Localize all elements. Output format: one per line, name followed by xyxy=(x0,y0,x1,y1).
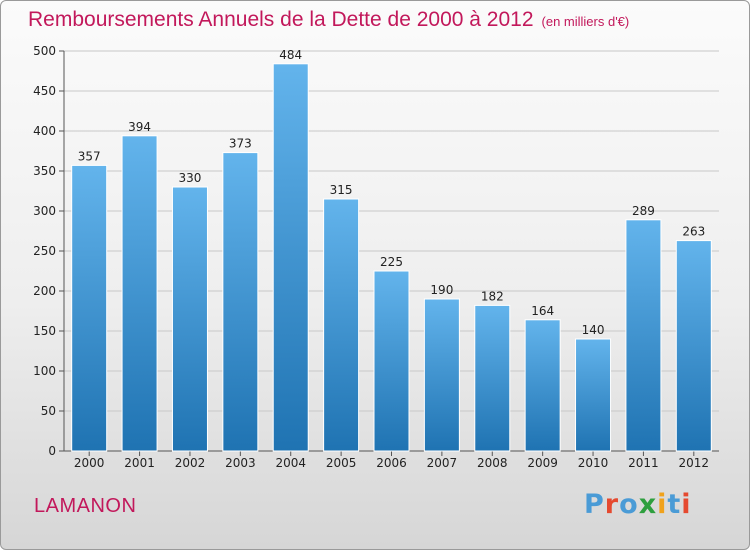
y-tick-label: 150 xyxy=(33,324,56,338)
y-tick-label: 250 xyxy=(33,244,56,258)
x-tick-label-2002: 2002 xyxy=(175,456,206,470)
bar-2002 xyxy=(171,186,208,452)
bar-2005 xyxy=(323,198,360,452)
data-label-2008: 182 xyxy=(481,289,504,303)
data-label-2012: 263 xyxy=(682,225,705,239)
proxiti-logo: Proxiti xyxy=(584,489,692,520)
bar-2004 xyxy=(272,63,309,452)
x-tick-label-2010: 2010 xyxy=(578,456,609,470)
x-tick-label-2007: 2007 xyxy=(427,456,458,470)
x-tick-label-2000: 2000 xyxy=(74,456,105,470)
bar-2009 xyxy=(524,319,561,452)
x-tick-label-2003: 2003 xyxy=(225,456,256,470)
logo-letter: i xyxy=(681,489,692,520)
data-label-2010: 140 xyxy=(582,323,605,337)
data-label-2000: 357 xyxy=(78,149,101,163)
data-label-2006: 225 xyxy=(380,255,403,269)
logo-letter: x xyxy=(638,489,658,520)
y-tick-label: 500 xyxy=(33,44,56,58)
y-tick-label: 100 xyxy=(33,364,56,378)
x-tick-label-2001: 2001 xyxy=(124,456,155,470)
y-tick-label: 300 xyxy=(33,204,56,218)
logo-letter: P xyxy=(584,489,605,520)
data-label-2001: 394 xyxy=(128,120,151,134)
x-tick-label-2008: 2008 xyxy=(477,456,508,470)
x-tick-label-2012: 2012 xyxy=(679,456,710,470)
data-label-2009: 164 xyxy=(531,304,554,318)
x-tick-label-2011: 2011 xyxy=(628,456,659,470)
x-tick-label-2005: 2005 xyxy=(326,456,357,470)
y-tick-label: 450 xyxy=(33,84,56,98)
bar-2003 xyxy=(222,152,259,452)
logo-letter: i xyxy=(657,489,668,520)
bar-2006 xyxy=(373,270,410,452)
bars xyxy=(71,63,712,452)
data-label-2011: 289 xyxy=(632,204,655,218)
logo-letter: t xyxy=(667,489,682,520)
labels: 0 50 100 150 200 250 300 350 400 450 500 357 2000 394… xyxy=(33,44,709,470)
bar-2008 xyxy=(474,304,511,452)
y-tick-label: 400 xyxy=(33,124,56,138)
bar-2007 xyxy=(423,298,460,452)
chart-subtitle: (en milliers d'€) xyxy=(541,14,630,29)
x-tick-label-2004: 2004 xyxy=(275,456,306,470)
bar-2010 xyxy=(575,338,612,452)
chart-title-text: Remboursements Annuels de la Dette de 20… xyxy=(28,8,534,31)
bar-2000 xyxy=(71,164,108,452)
y-tick-label: 200 xyxy=(33,284,56,298)
y-tick-label: 0 xyxy=(48,444,56,458)
chart-title: Remboursements Annuels de la Dette de 20… xyxy=(28,8,629,32)
logo-letter: r xyxy=(604,489,620,520)
y-tick-label: 350 xyxy=(33,164,56,178)
x-tick-label-2006: 2006 xyxy=(376,456,407,470)
data-label-2004: 484 xyxy=(279,48,302,62)
data-label-2003: 373 xyxy=(229,137,252,151)
bar-2001 xyxy=(121,135,158,452)
data-label-2007: 190 xyxy=(430,283,453,297)
x-tick-label-2009: 2009 xyxy=(527,456,558,470)
logo-letter: o xyxy=(619,489,639,520)
bar-2012 xyxy=(675,240,712,452)
bar-2011 xyxy=(625,219,662,452)
data-label-2005: 315 xyxy=(330,183,353,197)
y-tick-label: 50 xyxy=(41,404,56,418)
place-name: LAMANON xyxy=(34,495,137,517)
data-label-2002: 330 xyxy=(179,171,202,185)
